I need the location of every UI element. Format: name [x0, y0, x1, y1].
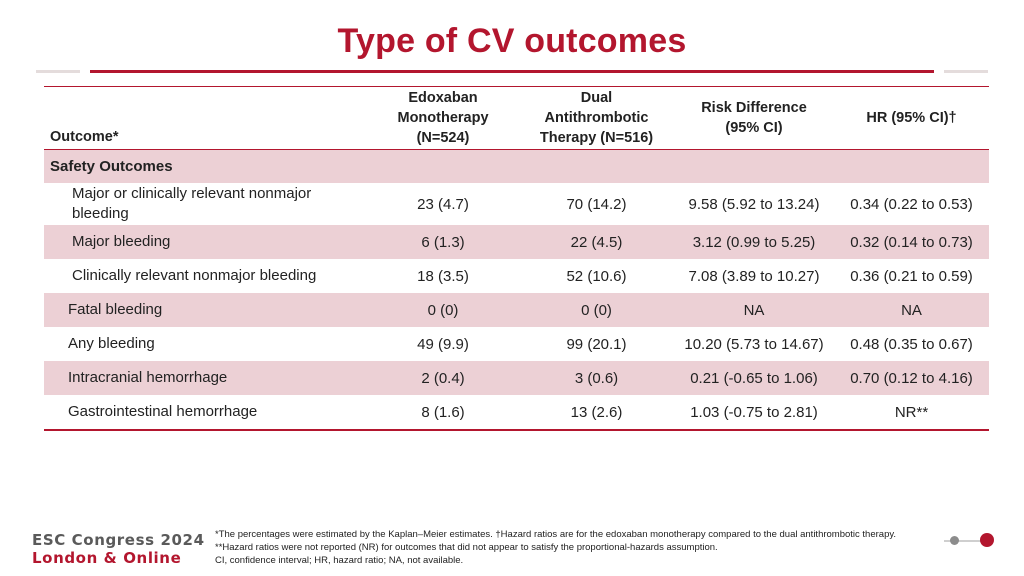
footnotes: *The percentages were estimated by the K… [215, 528, 955, 567]
footnote: *The percentages were estimated by the K… [215, 529, 897, 540]
table-row: Clinically relevant nonmajor bleeding 18… [72, 267, 973, 285]
decorative-dots [944, 533, 994, 549]
table-row: Any bleeding 49 (9.9) 99 (20.1) 10.20 (5… [68, 335, 973, 353]
table-row: Major bleeding 6 (1.3) 22 (4.5) 3.12 (0.… [44, 225, 989, 259]
header-risk-difference: Risk Difference (95% CI) [701, 100, 807, 136]
table-row: Intracranial hemorrhage 2 (0.4) 3 (0.6) … [44, 361, 989, 395]
table-row: Fatal bleeding 0 (0) 0 (0) NA NA [44, 293, 989, 327]
table-row: Gastrointestinal hemorrhage 8 (1.6) 13 (… [44, 395, 989, 431]
red-dot-icon [980, 533, 994, 547]
table-row: Major or clinically relevant nonmajor bl… [72, 185, 973, 222]
outcomes-table: Outcome* Edoxaban Monotherapy (N=524) Du… [44, 86, 989, 431]
grey-dot-icon [950, 536, 959, 545]
header-dat: Dual Antithrombotic Therapy (N=516) [539, 90, 654, 146]
header-edoxaban: Edoxaban Monotherapy (N=524) [397, 90, 489, 146]
title-rule-left [36, 70, 80, 73]
footnote: **Hazard ratios were not reported (NR) f… [215, 542, 718, 553]
title-rule-right [944, 70, 988, 73]
slide-title: Type of CV outcomes [337, 22, 687, 60]
logo-line-2: London & Online [32, 549, 182, 567]
esc-congress-logo: ESC Congress 2024 London & Online [32, 531, 205, 567]
table-header: Outcome* Edoxaban Monotherapy (N=524) Du… [44, 87, 989, 149]
header-outcome: Outcome* [50, 129, 119, 145]
footnote: CI, confidence interval; HR, hazard rati… [215, 555, 464, 566]
title-rule [90, 70, 934, 73]
header-hr: HR (95% CI)† [866, 110, 957, 126]
logo-line-1: ESC Congress 2024 [32, 531, 205, 549]
section-safety-outcomes: Safety Outcomes [44, 150, 989, 183]
header-divider [44, 149, 989, 150]
